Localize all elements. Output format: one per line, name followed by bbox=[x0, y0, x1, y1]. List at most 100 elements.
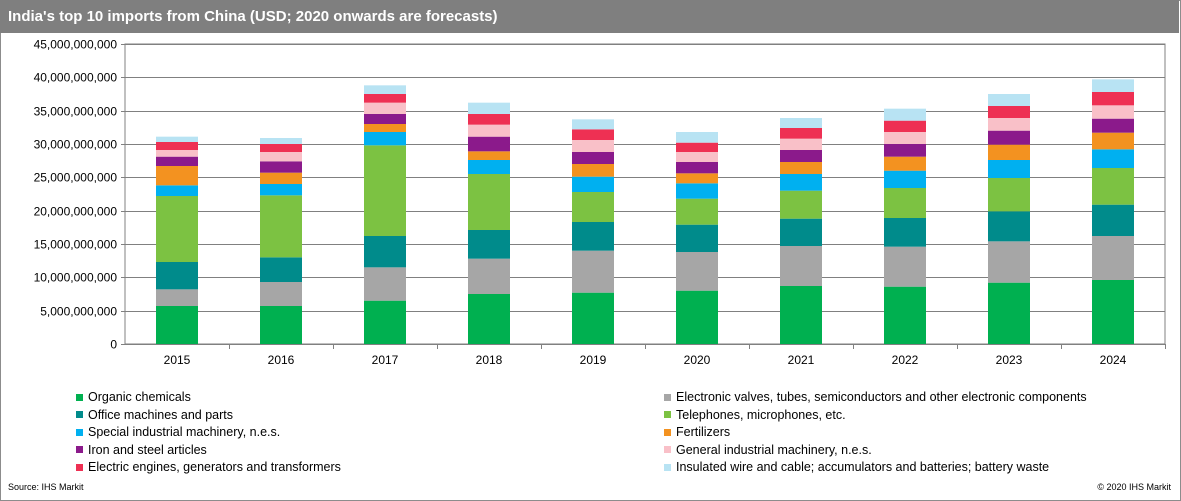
bar-segment bbox=[988, 118, 1030, 131]
bar-segment bbox=[884, 218, 926, 247]
bar-segment bbox=[1092, 118, 1134, 133]
bar-segment bbox=[988, 144, 1030, 160]
bar-segment bbox=[676, 198, 718, 225]
bar-segment bbox=[676, 290, 718, 344]
bar-segment bbox=[260, 195, 302, 258]
bar-segment bbox=[572, 222, 614, 251]
x-tick-label: 2017 bbox=[372, 353, 399, 367]
bar-segment bbox=[156, 166, 198, 186]
bar-segment bbox=[572, 250, 614, 293]
bar-segment bbox=[364, 102, 406, 114]
bar-segment bbox=[260, 257, 302, 282]
bar-segment bbox=[364, 132, 406, 146]
bar-segment bbox=[780, 150, 822, 162]
bar-segment bbox=[988, 106, 1030, 118]
copyright-note: © 2020 IHS Markit bbox=[1097, 482, 1171, 492]
x-tick-label: 2024 bbox=[1100, 353, 1127, 367]
bar-segment bbox=[156, 142, 198, 150]
bar-segment bbox=[156, 136, 198, 142]
bar-segment bbox=[988, 94, 1030, 106]
bar-segment bbox=[468, 136, 510, 152]
bar-segment bbox=[468, 151, 510, 160]
y-tick-label: 20,000,000,000 bbox=[34, 205, 118, 219]
bar-segment bbox=[468, 102, 510, 114]
x-tick-label: 2015 bbox=[164, 353, 191, 367]
bar-segment bbox=[260, 138, 302, 144]
x-tick-label: 2023 bbox=[996, 353, 1023, 367]
bar-segment bbox=[780, 190, 822, 219]
x-tick-label: 2022 bbox=[892, 353, 919, 367]
bar-segment bbox=[676, 132, 718, 143]
bar-segment bbox=[780, 218, 822, 246]
bar-segment bbox=[1092, 105, 1134, 119]
bar-segment bbox=[988, 241, 1030, 283]
bar-segment bbox=[676, 252, 718, 291]
source-note: Source: IHS Markit bbox=[8, 482, 84, 492]
bar-segment bbox=[884, 246, 926, 287]
y-tick-label: 30,000,000,000 bbox=[34, 138, 118, 152]
bar-segment bbox=[884, 170, 926, 188]
bar-segment bbox=[780, 162, 822, 174]
bar-segment bbox=[884, 132, 926, 144]
bar-segment bbox=[156, 150, 198, 157]
bar-segment bbox=[1092, 280, 1134, 344]
bar-segment bbox=[780, 174, 822, 191]
bar-segment bbox=[364, 114, 406, 124]
title-bar: India's top 10 imports from China (USD; … bbox=[0, 0, 1179, 33]
x-tick-label: 2021 bbox=[788, 353, 815, 367]
bar-segment bbox=[260, 184, 302, 196]
y-tick-label: 40,000,000,000 bbox=[34, 71, 118, 85]
bar-segment bbox=[468, 114, 510, 125]
bar-segment bbox=[260, 144, 302, 152]
bar-segment bbox=[260, 161, 302, 173]
bar-segment bbox=[364, 124, 406, 132]
bar-segment bbox=[468, 230, 510, 259]
x-tick-label: 2019 bbox=[580, 353, 607, 367]
bar-segment bbox=[468, 174, 510, 230]
bar-segment bbox=[780, 286, 822, 344]
y-tick-label: 45,000,000,000 bbox=[34, 38, 118, 52]
bar-segment bbox=[676, 152, 718, 162]
chart-title: India's top 10 imports from China (USD; … bbox=[8, 8, 498, 25]
y-tick-label: 15,000,000,000 bbox=[34, 238, 118, 252]
bar-segment bbox=[1092, 236, 1134, 280]
y-tick-label: 5,000,000,000 bbox=[40, 305, 117, 319]
bar-segment bbox=[988, 160, 1030, 178]
x-tick-label: 2018 bbox=[476, 353, 503, 367]
bar-segment bbox=[572, 164, 614, 177]
bar-segment bbox=[676, 173, 718, 184]
bar-segment bbox=[780, 246, 822, 286]
bar-segment bbox=[1092, 168, 1134, 205]
bar-segment bbox=[156, 196, 198, 262]
bar-segment bbox=[572, 192, 614, 222]
bar-segment bbox=[260, 306, 302, 344]
bar-segment bbox=[780, 118, 822, 128]
bar-segment bbox=[988, 282, 1030, 344]
bar-segment bbox=[468, 124, 510, 137]
y-tick-label: 0 bbox=[110, 338, 117, 352]
bar-segment bbox=[572, 292, 614, 344]
bar-segment bbox=[572, 119, 614, 130]
bar-segment bbox=[884, 108, 926, 121]
bar-segment bbox=[364, 236, 406, 268]
bar-segment bbox=[884, 120, 926, 132]
bar-segment bbox=[988, 178, 1030, 212]
bar-segment bbox=[156, 185, 198, 196]
bar-segment bbox=[260, 172, 302, 184]
bar-segment bbox=[364, 145, 406, 236]
x-tick-label: 2020 bbox=[684, 353, 711, 367]
bar-segment bbox=[884, 144, 926, 157]
y-tick-label: 25,000,000,000 bbox=[34, 171, 118, 185]
bar-segment bbox=[1092, 204, 1134, 236]
bar-segment bbox=[676, 142, 718, 152]
bar-segment bbox=[1092, 132, 1134, 150]
bar-segment bbox=[572, 152, 614, 164]
bar-segment bbox=[988, 211, 1030, 242]
bar-segment bbox=[364, 85, 406, 94]
bar-segment bbox=[676, 162, 718, 174]
bar-segment bbox=[676, 183, 718, 199]
bar-segment bbox=[988, 130, 1030, 145]
bar-segment bbox=[468, 160, 510, 174]
bar-segment bbox=[260, 152, 302, 162]
